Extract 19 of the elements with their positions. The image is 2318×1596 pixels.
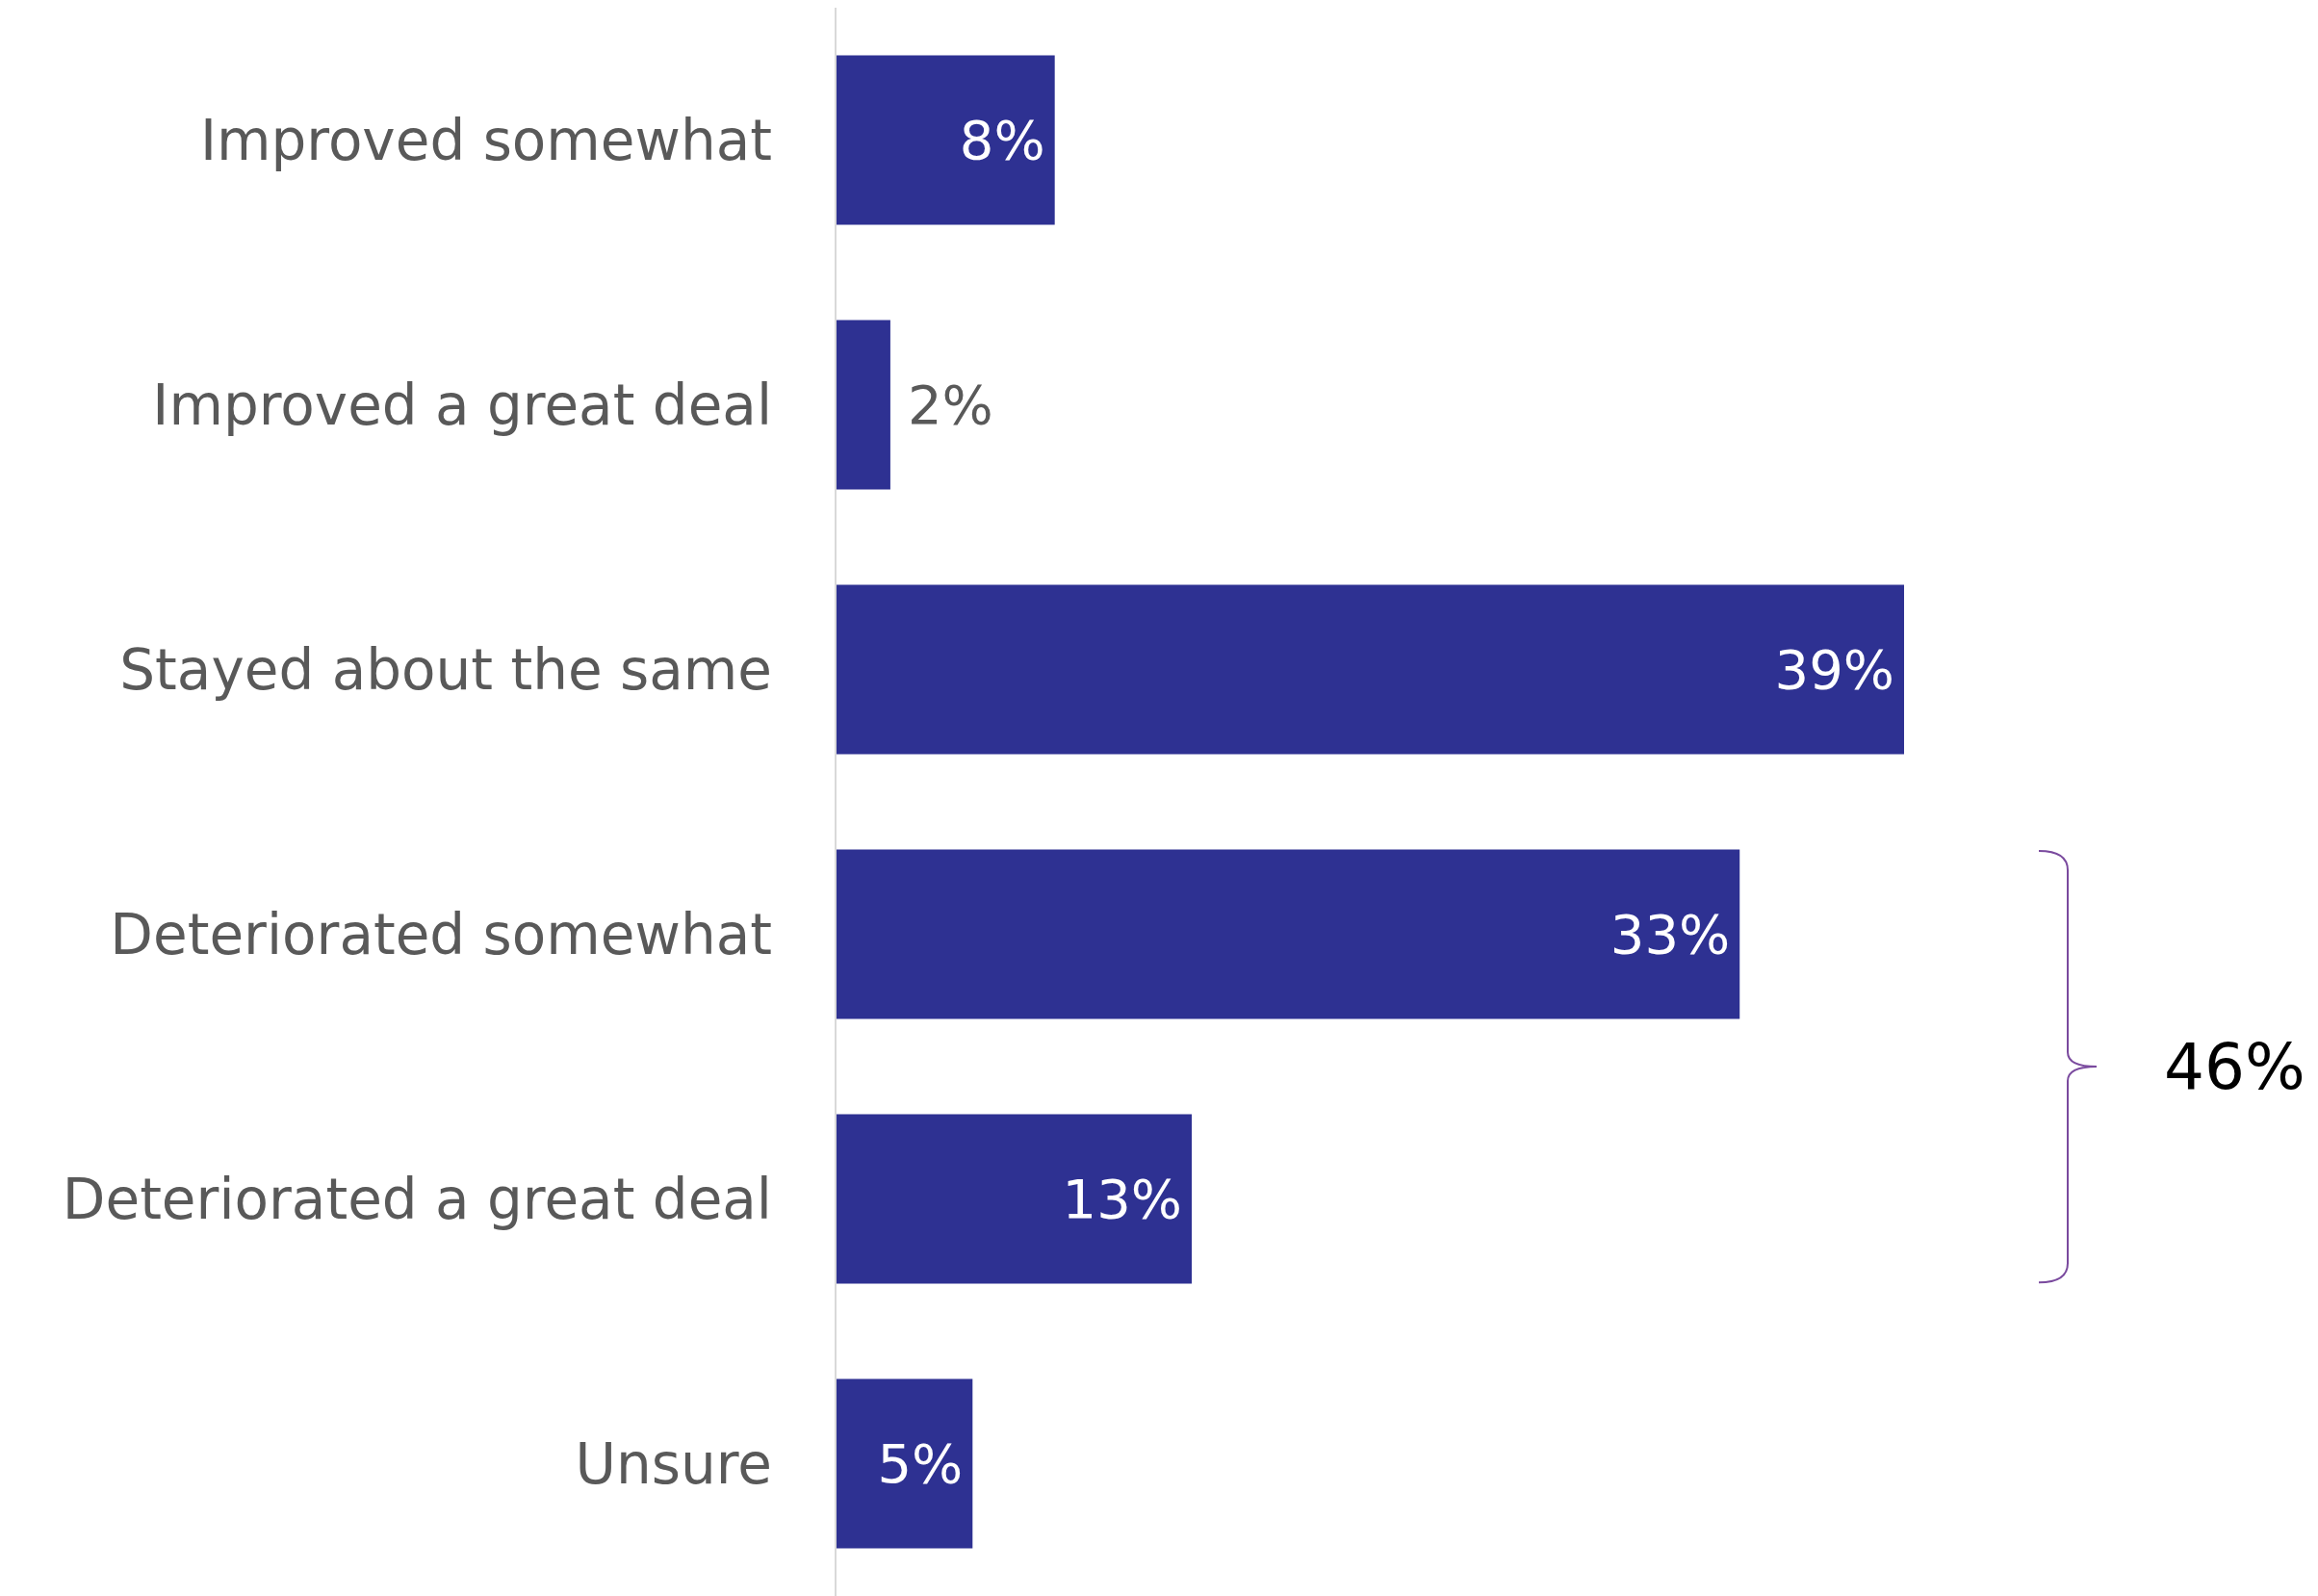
bar [836, 849, 1740, 1019]
text: 46% [2164, 1030, 2305, 1105]
y-tick-label: Stayed about the same [119, 637, 772, 704]
y-tick-label: Improved a great deal [152, 373, 772, 439]
data-label: 13% [1062, 1168, 1182, 1231]
data-label: 5% [877, 1432, 964, 1496]
y-tick-label: Unsure [575, 1431, 772, 1498]
y-tick-label: Deteriorated a great deal [62, 1167, 772, 1233]
y-tick-label: Deteriorated somewhat [110, 902, 772, 968]
bar [836, 1378, 973, 1549]
data-label: 8% [959, 109, 1045, 172]
bar [836, 55, 1055, 225]
bar [836, 1114, 1192, 1284]
data-label: 39% [1774, 638, 1894, 702]
y-tick-label: Improved somewhat [199, 108, 772, 174]
data-label: 33% [1610, 903, 1731, 966]
bar [836, 584, 1904, 755]
bar [836, 320, 890, 490]
data-label: 2% [907, 373, 993, 437]
